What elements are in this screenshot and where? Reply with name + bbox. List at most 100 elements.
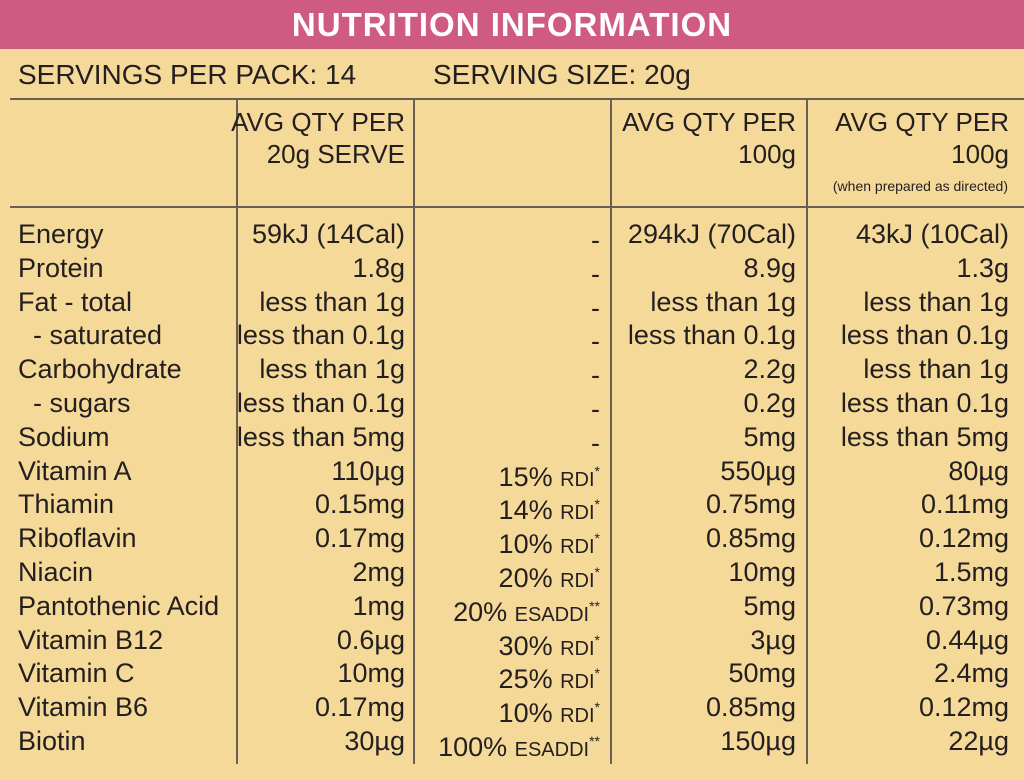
header-per-serve-line1: AVG QTY PER xyxy=(231,107,405,137)
qty-per-100g-prepared: 2.4mg xyxy=(933,658,1009,689)
qty-per-serve: less than 1g xyxy=(259,354,405,385)
qty-per-100g-prepared: 43kJ (10Cal) xyxy=(855,219,1009,249)
nutrient-name: Vitamin A xyxy=(18,455,132,486)
qty-per-100g: 10mg xyxy=(728,556,796,587)
percent-intake: 25% RDI* xyxy=(499,657,600,700)
header-per-serve-line2: 20g SERVE xyxy=(266,139,405,169)
table-row: Biotin 30µg 100% ESADDI** 150µg 22µg xyxy=(0,725,1024,762)
percent-value: - xyxy=(591,258,600,289)
qty-per-serve: less than 5mg xyxy=(236,421,405,452)
nutrient-name: Biotin xyxy=(18,725,86,756)
nutrient-name: Vitamin B6 xyxy=(18,692,149,723)
table-row: Sodium less than 5mg - 5mg less than 5mg xyxy=(0,421,1024,458)
qty-per-100g-prepared: 0.12mg xyxy=(918,523,1009,554)
table-row: Pantothenic Acid 1mg 20% ESADDI** 5mg 0.73mg xyxy=(0,590,1024,627)
table-row: - sugars less than 0.1g - 0.2g less than 0.1… xyxy=(0,387,1024,424)
percent-value: - xyxy=(591,427,600,458)
qty-per-serve: less than 0.1g xyxy=(236,320,405,351)
table-row: Vitamin B6 0.17mg 10% RDI* 0.85mg 0.12mg xyxy=(0,691,1024,728)
serving-size: SERVING SIZE: 20g xyxy=(433,59,691,90)
qty-per-serve: 0.17mg xyxy=(314,523,405,554)
percent-intake: 20% RDI* xyxy=(499,556,600,599)
nutrient-name: Protein xyxy=(18,252,104,283)
nutrient-name: Carbohydrate xyxy=(18,354,182,385)
intake-reference: RDI xyxy=(560,569,595,592)
nutrient-name: Energy xyxy=(18,219,104,249)
intake-reference: RDI xyxy=(560,671,595,694)
percent-intake: 15% RDI* xyxy=(499,455,600,498)
footnote-marker: * xyxy=(594,665,600,682)
percent-intake: - xyxy=(591,286,600,329)
qty-per-100g: 550µg xyxy=(720,455,796,486)
percent-intake: - xyxy=(591,421,600,464)
intake-reference: ESADDI xyxy=(514,603,590,626)
intake-reference: RDI xyxy=(560,468,595,491)
intake-reference: ESADDI xyxy=(514,738,590,761)
column-divider-1 xyxy=(236,99,238,764)
header-per-100g-line2: 100g xyxy=(738,139,796,169)
percent-intake: - xyxy=(591,218,600,261)
intake-reference: RDI xyxy=(560,502,595,525)
header-prepared-line2: 100g xyxy=(951,139,1009,169)
percent-intake: 100% ESADDI** xyxy=(438,725,600,768)
footnote-marker: * xyxy=(594,496,600,513)
qty-per-100g-prepared: 22µg xyxy=(948,725,1009,756)
footnote-marker: * xyxy=(594,563,600,580)
qty-per-100g-prepared: 0.44µg xyxy=(925,624,1009,655)
table-row: - saturated less than 0.1g - less than 0.1g… xyxy=(0,319,1024,356)
percent-intake: - xyxy=(591,252,600,295)
percent-intake: 10% RDI* xyxy=(499,691,600,734)
qty-per-serve: less than 1g xyxy=(259,286,405,317)
percent-value: 10% xyxy=(498,698,561,729)
table-row: Niacin 2mg 20% RDI* 10mg 1.5mg xyxy=(0,556,1024,593)
qty-per-100g: 0.2g xyxy=(743,387,796,418)
header-per-100g: AVG QTY PER 100g xyxy=(622,106,796,170)
qty-per-100g-prepared: 0.12mg xyxy=(918,692,1009,723)
qty-per-100g-prepared: 0.73mg xyxy=(918,590,1009,621)
qty-per-100g: 0.85mg xyxy=(705,692,796,723)
footnote-marker: * xyxy=(594,530,600,547)
percent-value: 10% xyxy=(498,529,561,560)
percent-value: - xyxy=(591,225,600,255)
footnote-marker: ** xyxy=(589,732,600,749)
header-prepared-line1: AVG QTY PER xyxy=(835,107,1009,137)
qty-per-100g: 8.9g xyxy=(743,252,796,283)
qty-per-100g: 294kJ (70Cal) xyxy=(627,219,796,249)
qty-per-100g-prepared: 80µg xyxy=(948,455,1009,486)
rule-under-title xyxy=(10,98,1024,100)
qty-per-serve: 1.8g xyxy=(352,252,405,283)
qty-per-100g-prepared: less than 5mg xyxy=(840,421,1009,452)
header-prepared-note: (when prepared as directed) xyxy=(832,178,1008,194)
percent-intake: 30% RDI* xyxy=(499,624,600,667)
qty-per-100g-prepared: 1.3g xyxy=(956,252,1009,283)
header-per-100g-line1: AVG QTY PER xyxy=(622,107,796,137)
qty-per-serve: 0.17mg xyxy=(314,692,405,723)
qty-per-serve: 0.15mg xyxy=(314,489,405,520)
percent-value: 20% xyxy=(498,562,561,593)
nutrient-name: - sugars xyxy=(18,387,131,418)
percent-intake: 14% RDI* xyxy=(499,488,600,531)
qty-per-100g: 3µg xyxy=(750,624,796,655)
percent-value: - xyxy=(591,393,600,424)
table-row: Thiamin 0.15mg 14% RDI* 0.75mg 0.11mg xyxy=(0,488,1024,525)
percent-value: - xyxy=(591,360,600,391)
qty-per-serve: 0.6µg xyxy=(336,624,405,655)
percent-intake: - xyxy=(591,387,600,430)
column-divider-2 xyxy=(413,99,415,764)
percent-value: 15% xyxy=(498,461,561,492)
qty-per-serve: 2mg xyxy=(352,556,405,587)
qty-per-serve: 1mg xyxy=(352,590,405,621)
intake-reference: RDI xyxy=(560,637,595,660)
nutrient-name: Pantothenic Acid xyxy=(18,590,220,621)
percent-value: 14% xyxy=(498,495,561,526)
percent-intake: - xyxy=(591,353,600,396)
qty-per-100g-prepared: 0.11mg xyxy=(920,489,1009,520)
header-per-serve: AVG QTY PER 20g SERVE xyxy=(231,106,405,170)
nutrient-name: Vitamin C xyxy=(18,658,135,689)
qty-per-serve: 59kJ (14Cal) xyxy=(251,219,405,249)
nutrient-name: - saturated xyxy=(18,320,163,351)
qty-per-serve: 30µg xyxy=(344,725,405,756)
qty-per-100g-prepared: less than 1g xyxy=(863,354,1009,385)
qty-per-100g: 5mg xyxy=(743,421,796,452)
nutrient-name: Vitamin B12 xyxy=(18,624,164,655)
